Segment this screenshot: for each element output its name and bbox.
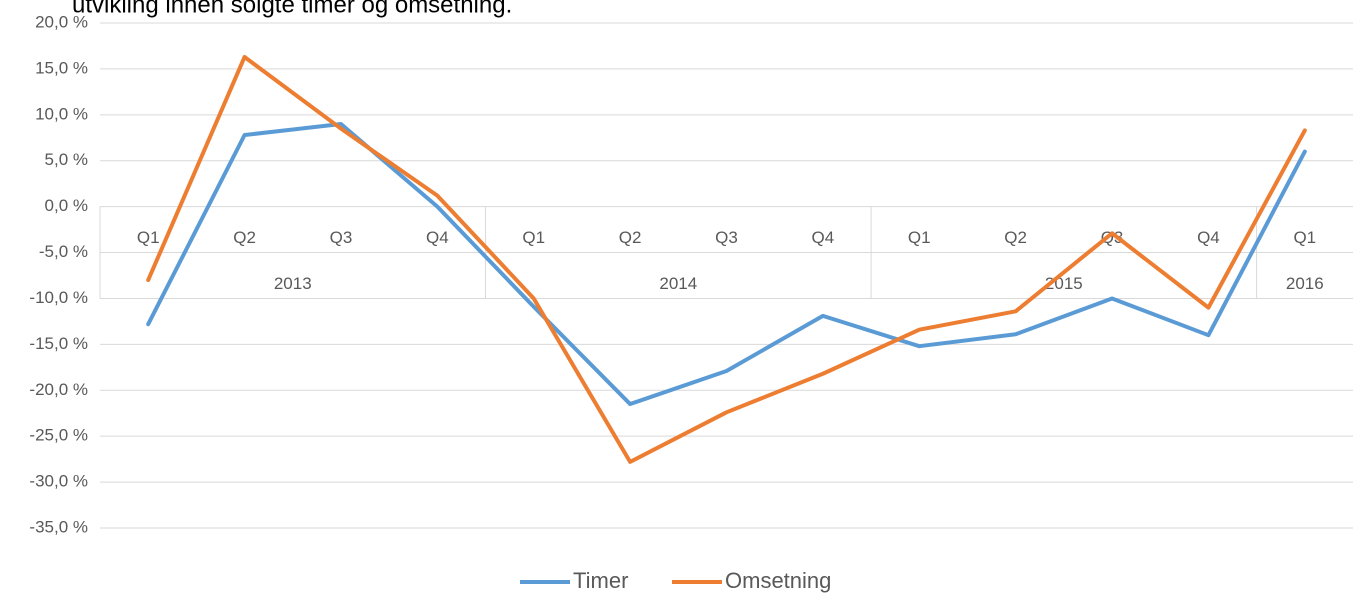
series-line (146, 54, 1307, 464)
x-group-label: 2013 (274, 274, 312, 293)
x-tick-label: Q3 (1101, 228, 1124, 247)
x-group-label: 2014 (659, 274, 697, 293)
y-tick-label: 15,0 % (35, 58, 88, 77)
x-tick-label: Q2 (619, 228, 642, 247)
x-tick-label: Q1 (908, 228, 931, 247)
y-tick-label: 0,0 % (45, 196, 88, 215)
x-tick-label: Q4 (1197, 228, 1220, 247)
chart-title: utvikling innen solgte timer og omsetnin… (72, 0, 512, 18)
y-tick-label: -35,0 % (29, 517, 88, 536)
x-tick-label: Q3 (330, 228, 353, 247)
x-tick-label: Q4 (426, 228, 449, 247)
y-tick-label: -20,0 % (29, 380, 88, 399)
legend-label: Timer (573, 568, 628, 593)
x-tick-label: Q1 (137, 228, 160, 247)
x-tick-label: Q4 (812, 228, 835, 247)
x-tick-label: Q3 (715, 228, 738, 247)
y-tick-label: 20,0 % (35, 12, 88, 31)
y-tick-label: -10,0 % (29, 288, 88, 307)
x-group-label: 2016 (1286, 274, 1324, 293)
x-tick-label: Q2 (233, 228, 256, 247)
y-tick-label: -5,0 % (39, 242, 88, 261)
y-tick-label: -25,0 % (29, 426, 88, 445)
y-tick-label: -15,0 % (29, 334, 88, 353)
x-tick-label: Q2 (1004, 228, 1027, 247)
x-tick-label: Q1 (1293, 228, 1316, 247)
x-tick-label: Q1 (522, 228, 545, 247)
legend-label: Omsetning (725, 568, 831, 593)
y-tick-label: 10,0 % (35, 104, 88, 123)
y-tick-label: 5,0 % (45, 150, 88, 169)
series-line (146, 122, 1307, 407)
y-tick-label: -30,0 % (29, 472, 88, 491)
